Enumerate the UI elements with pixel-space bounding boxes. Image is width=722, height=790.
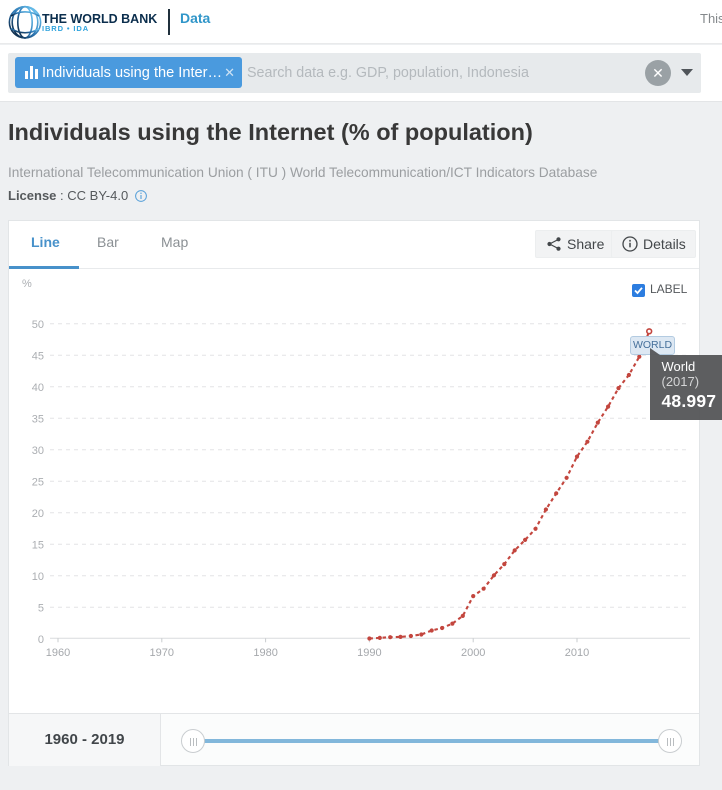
svg-text:2010: 2010	[565, 647, 589, 659]
svg-text:35: 35	[32, 414, 44, 426]
svg-text:1970: 1970	[150, 647, 174, 659]
svg-text:%: %	[22, 278, 32, 290]
svg-text:0: 0	[38, 634, 44, 646]
svg-text:25: 25	[32, 477, 44, 489]
svg-text:50: 50	[32, 319, 44, 331]
svg-text:45: 45	[32, 351, 44, 363]
svg-text:30: 30	[32, 445, 44, 457]
svg-text:2000: 2000	[461, 647, 485, 659]
svg-text:1960: 1960	[46, 647, 70, 659]
svg-text:15: 15	[32, 540, 44, 552]
svg-text:40: 40	[32, 382, 44, 394]
svg-text:10: 10	[32, 571, 44, 583]
svg-text:1990: 1990	[357, 647, 381, 659]
svg-text:5: 5	[38, 603, 44, 615]
svg-text:1980: 1980	[253, 647, 277, 659]
svg-text:20: 20	[32, 508, 44, 520]
